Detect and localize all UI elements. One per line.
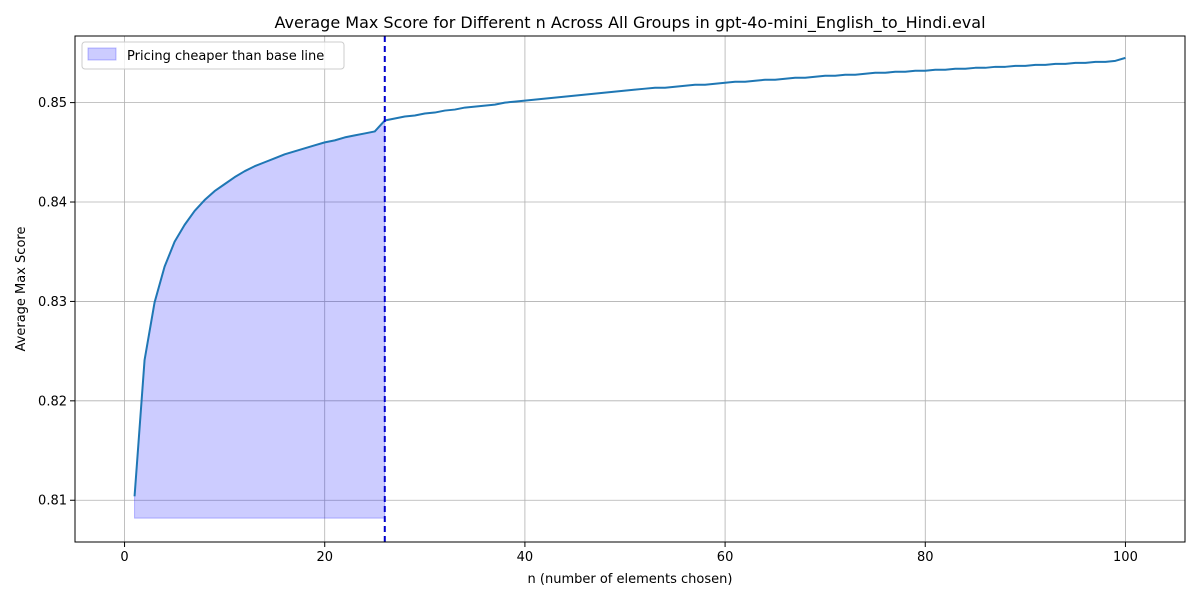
series-line-group bbox=[133, 56, 1126, 497]
x-axis-label: n (number of elements chosen) bbox=[528, 572, 733, 587]
legend-swatch bbox=[87, 47, 117, 61]
plot-frame bbox=[74, 35, 1186, 543]
legend-label: Pricing cheaper than base line bbox=[127, 49, 324, 64]
x-tick-label: 100 bbox=[1113, 550, 1138, 565]
chart-title: Average Max Score for Different n Across… bbox=[274, 13, 985, 33]
legend: Pricing cheaper than base line bbox=[81, 41, 345, 70]
series-line bbox=[133, 56, 1126, 497]
y-tick-label: 0.81 bbox=[38, 494, 67, 509]
y-tick-label: 0.83 bbox=[38, 295, 67, 310]
x-tick-label: 20 bbox=[316, 550, 333, 565]
y-tick-label: 0.84 bbox=[38, 196, 67, 211]
plot-area bbox=[74, 35, 1186, 543]
x-tick-label: 0 bbox=[120, 550, 128, 565]
grid bbox=[75, 36, 1185, 542]
x-tick-label: 40 bbox=[517, 550, 534, 565]
y-axis-ticks: 0.81 0.82 0.83 0.84 0.85 bbox=[38, 96, 75, 509]
plot-background bbox=[75, 36, 1185, 542]
y-tick-label: 0.82 bbox=[38, 394, 67, 409]
y-tick-label: 0.85 bbox=[38, 96, 67, 111]
y-axis-label: Average Max Score bbox=[14, 227, 29, 352]
x-axis-ticks: 0 20 40 60 80 100 bbox=[120, 542, 1138, 565]
x-tick-label: 60 bbox=[717, 550, 734, 565]
x-tick-label: 80 bbox=[917, 550, 934, 565]
legend-box bbox=[81, 41, 345, 70]
